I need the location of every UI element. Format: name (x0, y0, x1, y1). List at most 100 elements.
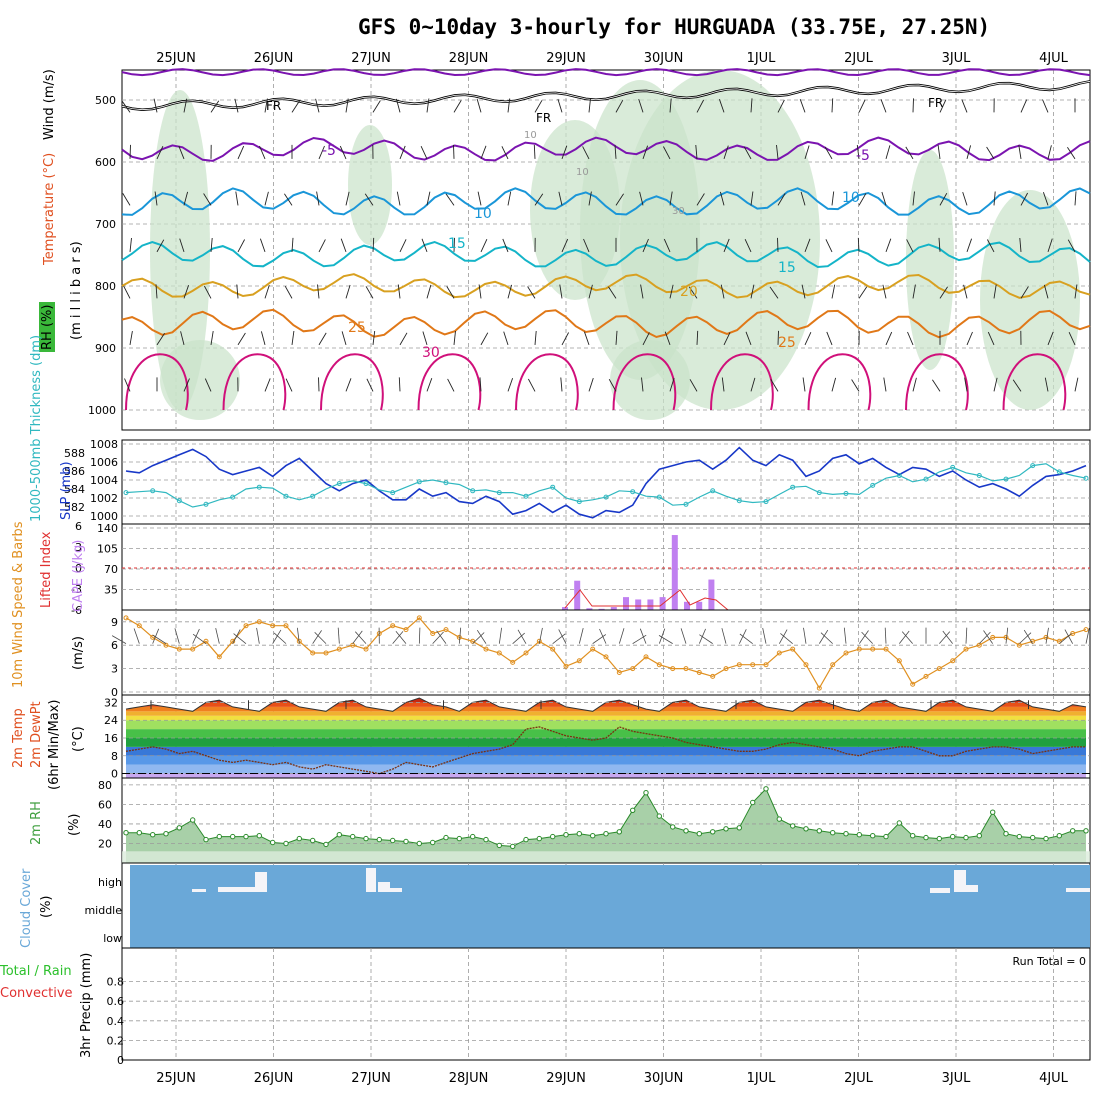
wind-barb (183, 191, 189, 206)
wind10-point (616, 670, 622, 675)
wind10-point (723, 666, 729, 672)
freezing-label: FR (266, 99, 281, 113)
wind-barb (639, 191, 644, 206)
rh2m-point (776, 816, 782, 822)
wind-barb (858, 193, 867, 206)
wind-barb (993, 191, 996, 206)
li-line (564, 589, 729, 611)
isotherm-30 (905, 353, 969, 411)
wind-barb (129, 144, 131, 159)
wind-barb (183, 98, 188, 113)
rh2m-point (523, 836, 529, 843)
wind-barb (264, 284, 270, 299)
rh-shade (150, 90, 210, 410)
thickness-point (763, 499, 769, 505)
wind-barb (831, 191, 835, 206)
wind-barb (802, 377, 806, 392)
wind-barb (856, 144, 860, 159)
ylabels: RH (%) Temperature (°C) Wind (m/s) (m i … (0, 69, 94, 1058)
wind-barb (966, 238, 973, 253)
wind-barb (1042, 192, 1049, 206)
ylabel-temp2m-unit: (°C) (71, 726, 86, 752)
wind10-point (816, 685, 822, 691)
rh2m-point (763, 786, 769, 792)
wind10-point (256, 619, 262, 625)
wind-barb (750, 284, 755, 299)
isotherm-top (121, 68, 1091, 77)
wind-barb (799, 99, 806, 113)
wind10-point (963, 646, 969, 652)
wind10-point (856, 646, 862, 652)
wind-barb (527, 286, 536, 299)
dewpt2m-line (125, 726, 1086, 775)
wind10-point (176, 646, 182, 652)
rh2m-point (923, 834, 929, 841)
wind10-barb (152, 634, 167, 644)
isotherm-15 (121, 240, 1091, 269)
y-tick-label: 1000 (90, 510, 118, 523)
wind-barb (938, 237, 941, 252)
wind10-point (763, 662, 769, 668)
ylabel-slp: SLP (mb) (59, 461, 74, 520)
wind-barb (291, 330, 295, 345)
wind-barb (689, 379, 698, 392)
wind-barb (365, 286, 374, 299)
rh2m-point (590, 833, 596, 839)
cloud-fill (130, 865, 1090, 948)
ylabel-precip-unit: 3hr Precip (mm) (79, 953, 94, 1058)
wind-barb (503, 331, 509, 346)
wind-barb (831, 377, 837, 392)
wind10-barb (558, 629, 567, 644)
wind-barb (696, 330, 699, 345)
wind-barb (939, 286, 948, 299)
y-tick-label: 0.2 (107, 1034, 125, 1047)
wind-barb (284, 285, 293, 299)
wind10-barb (965, 627, 968, 644)
wind-barb (155, 284, 158, 299)
thickness-point (523, 493, 529, 499)
y-tick-label: 140 (97, 522, 118, 535)
wind-barb (264, 98, 268, 113)
y-tick-label: 70 (104, 563, 118, 576)
rh2m-point (190, 817, 196, 823)
wind-barb (315, 98, 320, 113)
wind-barb (777, 330, 779, 345)
date-label-bottom: 28JUN (449, 1071, 489, 1086)
y-tick-label: 40 (98, 818, 112, 831)
y-tick-label: 1006 (90, 456, 118, 469)
ylabel-temp2m: 2m Temp (11, 708, 26, 768)
wind10-point (483, 646, 489, 652)
ylabel-wind10-unit: (m/s) (71, 636, 86, 670)
y-tick-label: 20 (98, 837, 112, 850)
isotherm-20 (121, 273, 1091, 299)
wind10-barb (979, 631, 991, 644)
wind-barb (237, 332, 246, 346)
rh2m-point (710, 829, 716, 835)
rh2m-point (176, 825, 183, 831)
rh2m-point (443, 834, 449, 841)
wind-barb (210, 331, 214, 345)
wind10-point (443, 627, 449, 633)
wind10-point (510, 659, 516, 665)
wind-barb (426, 284, 432, 299)
wind-barb (507, 98, 511, 113)
wind10-barb (818, 629, 829, 644)
wind10-point (990, 634, 996, 640)
y-tick-label: 1004 (90, 474, 118, 487)
ylabel-dew2m: 2m DewPt (29, 701, 44, 768)
thickness-point (550, 484, 556, 490)
cape-li-panel: 35 70 105 140 -6 -3 0 3 6 (71, 520, 1091, 617)
date-label-top: 4JUL (1039, 51, 1069, 66)
temp-band (126, 746, 1086, 756)
cloud-gap (378, 882, 390, 892)
wind-barb (800, 191, 806, 206)
wind-barb (372, 330, 376, 345)
wind10-barb (939, 631, 951, 644)
wind-barb (345, 98, 349, 113)
wind-barb (718, 99, 725, 113)
wind-barb (534, 330, 537, 345)
cloud-gap (966, 885, 978, 892)
wind-barb (962, 191, 968, 206)
rh-shade (610, 340, 690, 420)
wind-barb (453, 100, 462, 113)
